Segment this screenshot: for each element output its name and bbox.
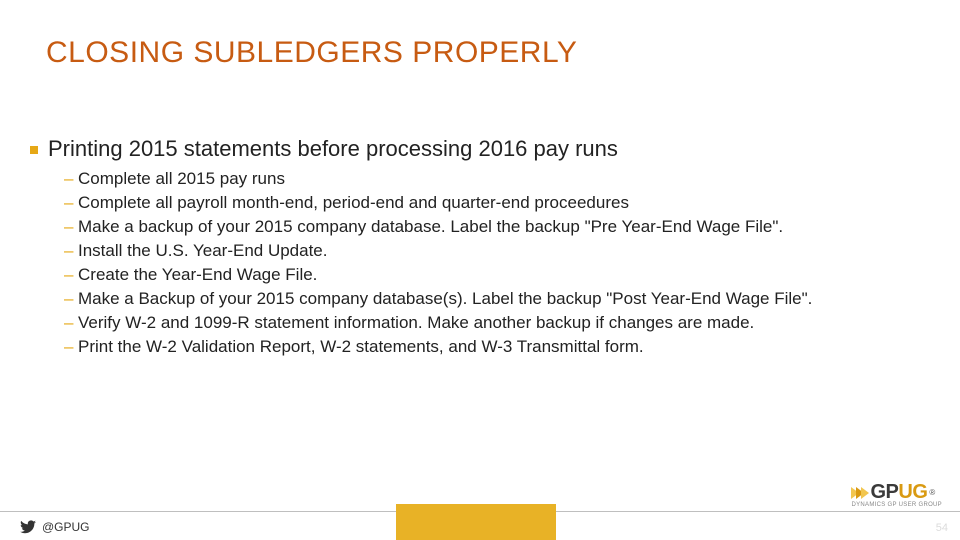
list-item-text: Install the U.S. Year-End Update. [78, 240, 930, 263]
twitter-handle: @GPUG [20, 520, 90, 534]
item-list: ‒Complete all 2015 pay runs‒Complete all… [64, 168, 930, 359]
logo-subtitle: DYNAMICS GP USER GROUP [851, 502, 942, 508]
dash-bullet-icon: ‒ [64, 312, 78, 335]
dash-bullet-icon: ‒ [64, 168, 78, 191]
logo-ug: UG [898, 481, 927, 504]
logo-block: GPUG ® DYNAMICS GP USER GROUP [851, 481, 942, 508]
twitter-icon [20, 520, 36, 534]
logo-chevrons-icon [851, 487, 866, 499]
dash-bullet-icon: ‒ [64, 264, 78, 287]
dash-bullet-icon: ‒ [64, 288, 78, 311]
list-item-text: Create the Year-End Wage File. [78, 264, 930, 287]
dash-bullet-icon: ‒ [64, 192, 78, 215]
dash-bullet-icon: ‒ [64, 240, 78, 263]
list-item-text: Make a Backup of your 2015 company datab… [78, 288, 930, 311]
content-section: Printing 2015 statements before processi… [30, 136, 930, 360]
dash-bullet-icon: ‒ [64, 216, 78, 239]
square-bullet-icon [30, 146, 38, 154]
list-item: ‒Make a backup of your 2015 company data… [64, 216, 930, 239]
list-item: ‒Verify W-2 and 1099-R statement informa… [64, 312, 930, 335]
twitter-handle-text: @GPUG [42, 520, 90, 534]
dash-bullet-icon: ‒ [64, 336, 78, 359]
registered-icon: ® [929, 488, 935, 497]
list-item-text: Make a backup of your 2015 company datab… [78, 216, 930, 239]
section-header: Printing 2015 statements before processi… [30, 136, 930, 162]
list-item: ‒Complete all 2015 pay runs [64, 168, 930, 191]
list-item: ‒Install the U.S. Year-End Update. [64, 240, 930, 263]
list-item-text: Print the W-2 Validation Report, W-2 sta… [78, 336, 930, 359]
list-item-text: Verify W-2 and 1099-R statement informat… [78, 312, 930, 335]
footer: @GPUG 54 [0, 512, 960, 540]
list-item: ‒Create the Year-End Wage File. [64, 264, 930, 287]
page-number: 54 [936, 522, 948, 534]
list-item-text: Complete all 2015 pay runs [78, 168, 930, 191]
list-item: ‒Complete all payroll month-end, period-… [64, 192, 930, 215]
section-title: Printing 2015 statements before processi… [48, 136, 618, 162]
logo-gp: GP [870, 481, 898, 504]
logo-text: GPUG [870, 481, 927, 504]
list-item: ‒Make a Backup of your 2015 company data… [64, 288, 930, 311]
gpug-logo: GPUG ® DYNAMICS GP USER GROUP [851, 481, 942, 508]
slide: CLOSING SUBLEDGERS PROPERLY Printing 201… [0, 0, 960, 540]
slide-title: CLOSING SUBLEDGERS PROPERLY [46, 36, 577, 70]
list-item: ‒Print the W-2 Validation Report, W-2 st… [64, 336, 930, 359]
list-item-text: Complete all payroll month-end, period-e… [78, 192, 930, 215]
